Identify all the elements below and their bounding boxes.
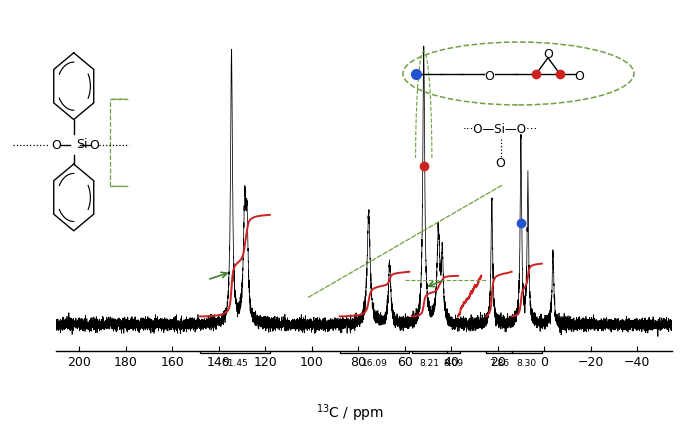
Text: 16.09: 16.09 <box>361 360 387 369</box>
Text: O: O <box>574 70 584 83</box>
Text: O: O <box>484 70 494 83</box>
Text: 51.45: 51.45 <box>222 360 248 369</box>
Text: $^{13}$C / ppm: $^{13}$C / ppm <box>316 402 384 424</box>
Text: Si: Si <box>76 138 88 151</box>
Text: 8.21: 8.21 <box>419 360 439 369</box>
Text: O: O <box>51 139 61 152</box>
Text: ···O—Si—O···: ···O—Si—O··· <box>463 123 538 136</box>
Text: O: O <box>543 48 553 61</box>
Text: 7.86: 7.86 <box>489 360 509 369</box>
Text: 8.09: 8.09 <box>443 360 463 369</box>
Text: O: O <box>496 157 505 170</box>
Text: O: O <box>90 139 99 152</box>
Text: 8.30: 8.30 <box>517 360 537 369</box>
